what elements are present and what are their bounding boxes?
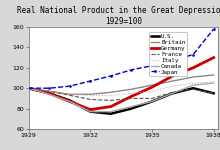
U.S. xyxy=(130,108,133,109)
Line: Japan: Japan xyxy=(27,28,215,89)
Japan xyxy=(89,80,92,82)
Britain xyxy=(27,87,30,89)
Line: Italy: Italy xyxy=(29,82,214,95)
Canada xyxy=(151,100,153,102)
Germany xyxy=(89,109,92,111)
France xyxy=(192,88,194,90)
Line: France: France xyxy=(29,88,214,100)
Japan xyxy=(27,87,30,89)
Germany xyxy=(68,100,71,102)
Italy xyxy=(151,90,153,92)
France xyxy=(68,94,71,96)
Germany xyxy=(110,106,112,107)
France xyxy=(151,98,153,99)
Canada xyxy=(130,106,133,107)
Canada xyxy=(48,93,50,95)
Italy xyxy=(48,90,50,92)
U.S. xyxy=(171,92,174,94)
U.S. xyxy=(192,87,194,89)
Japan xyxy=(130,69,133,71)
Italy xyxy=(27,87,30,89)
France xyxy=(130,98,133,99)
Germany xyxy=(151,86,153,88)
Italy xyxy=(171,85,174,87)
Legend: U.S., Britain, Germany, France, Italy, Canada, Japan: U.S., Britain, Germany, France, Italy, C… xyxy=(149,32,187,76)
Line: Britain: Britain xyxy=(29,75,214,94)
Title: Real National Product in the Great Depression,
1929=100: Real National Product in the Great Depre… xyxy=(17,6,220,26)
U.S. xyxy=(151,100,153,102)
Canada xyxy=(192,84,194,86)
Canada xyxy=(212,82,215,84)
Line: Germany: Germany xyxy=(29,58,214,110)
Canada xyxy=(110,111,112,112)
Japan xyxy=(212,28,215,30)
Canada xyxy=(27,87,30,89)
Germany xyxy=(130,95,133,97)
Italy xyxy=(212,81,215,83)
U.S. xyxy=(212,92,215,94)
Canada xyxy=(68,100,71,102)
Britain xyxy=(212,74,215,76)
Britain xyxy=(48,90,50,92)
Germany xyxy=(171,75,174,77)
U.S. xyxy=(68,100,71,101)
Germany xyxy=(27,87,30,89)
Britain xyxy=(151,84,153,86)
Canada xyxy=(89,111,92,112)
France xyxy=(212,92,215,94)
Canada xyxy=(171,92,174,94)
Japan xyxy=(151,65,153,67)
France xyxy=(27,87,30,89)
Britain xyxy=(171,80,174,82)
Britain xyxy=(68,93,71,95)
France xyxy=(171,91,174,93)
Italy xyxy=(130,92,133,94)
Germany xyxy=(212,57,215,59)
Japan xyxy=(171,60,174,61)
Japan xyxy=(48,87,50,89)
Britain xyxy=(89,93,92,95)
Germany xyxy=(48,92,50,94)
Britain xyxy=(130,88,133,90)
Line: U.S.: U.S. xyxy=(29,88,214,114)
U.S. xyxy=(110,113,112,115)
Line: Canada: Canada xyxy=(29,83,214,112)
U.S. xyxy=(48,92,50,94)
Japan xyxy=(110,75,112,77)
Italy xyxy=(89,94,92,96)
Italy xyxy=(192,82,194,84)
Italy xyxy=(68,93,71,95)
France xyxy=(110,100,112,101)
Germany xyxy=(192,67,194,69)
France xyxy=(48,90,50,92)
France xyxy=(89,99,92,100)
U.S. xyxy=(27,87,30,89)
U.S. xyxy=(89,111,92,112)
Japan xyxy=(192,54,194,56)
Britain xyxy=(110,91,112,93)
Britain xyxy=(192,76,194,78)
Italy xyxy=(110,94,112,96)
Japan xyxy=(68,85,71,87)
